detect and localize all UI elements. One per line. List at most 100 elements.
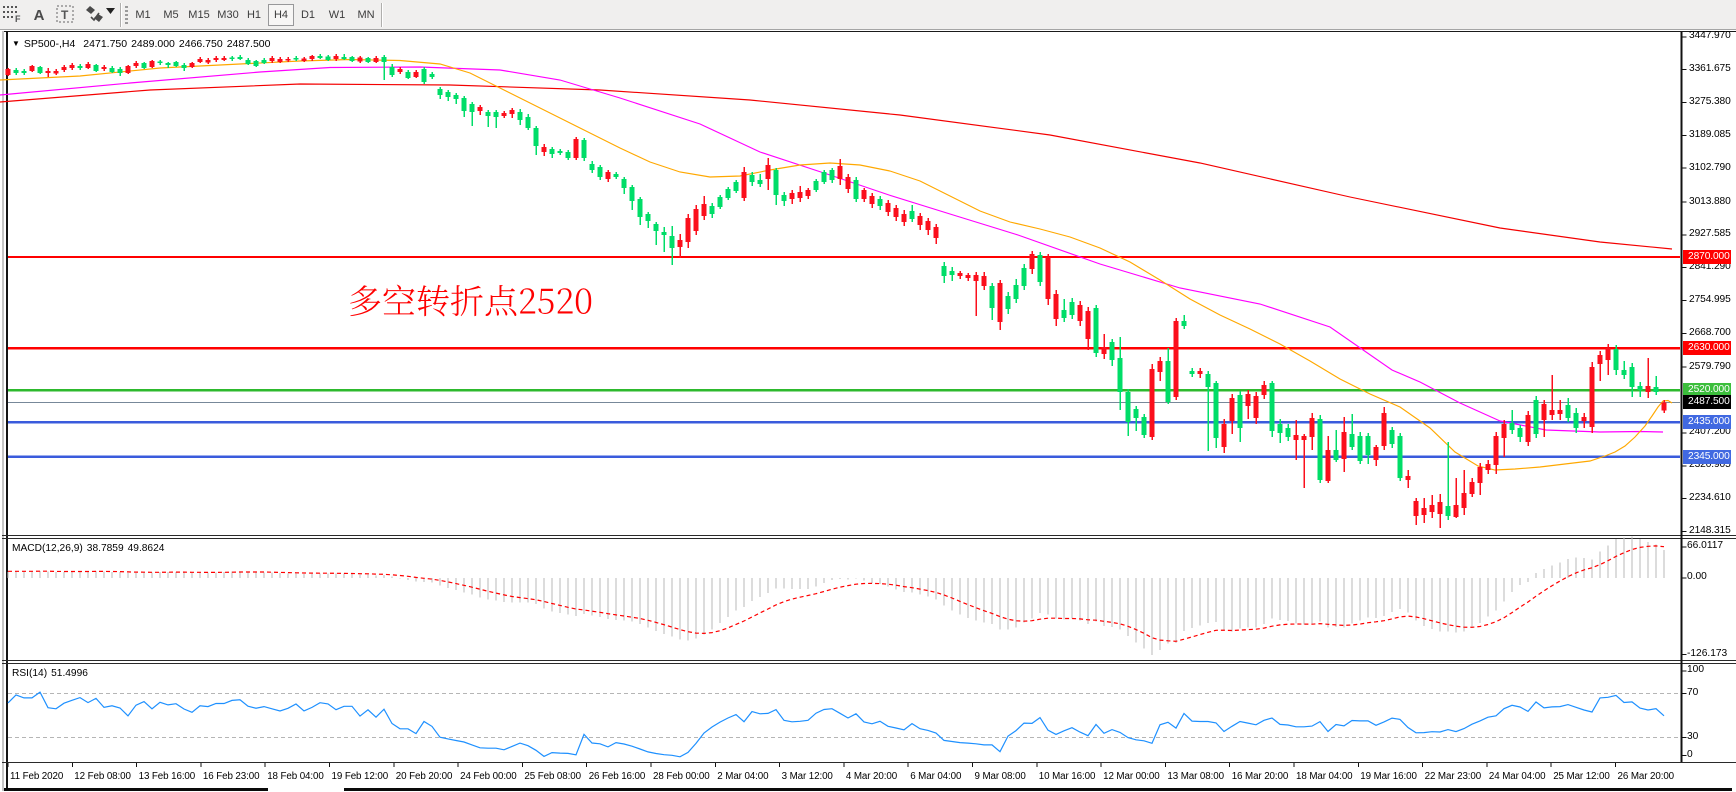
candle-body[interactable]: [525, 117, 531, 128]
candle-body[interactable]: [893, 208, 899, 217]
candle-body[interactable]: [917, 216, 923, 225]
candle-body[interactable]: [837, 166, 843, 179]
candle-body[interactable]: [1149, 369, 1155, 437]
candle-body[interactable]: [141, 63, 147, 68]
candle-body[interactable]: [1549, 410, 1555, 415]
candle-body[interactable]: [1469, 482, 1475, 494]
candle-body[interactable]: [237, 57, 243, 59]
candle-body[interactable]: [1597, 355, 1603, 364]
candle-body[interactable]: [1061, 310, 1067, 318]
time-axis-label[interactable]: 2 Mar 04:00: [717, 771, 769, 782]
candle-body[interactable]: [325, 56, 331, 61]
candle-body[interactable]: [1333, 450, 1339, 460]
candle-body[interactable]: [309, 56, 315, 59]
candle-body[interactable]: [813, 181, 819, 190]
time-axis-label[interactable]: 11 Feb 2020: [10, 771, 64, 782]
symbol-collapse-triangle-icon[interactable]: ▼: [12, 39, 20, 48]
candle-body[interactable]: [1445, 506, 1451, 516]
candle-body[interactable]: [317, 56, 323, 58]
candle-body[interactable]: [1029, 254, 1035, 269]
candle-body[interactable]: [301, 58, 307, 62]
candle-body[interactable]: [661, 232, 667, 235]
candle-body[interactable]: [21, 71, 27, 73]
candle-body[interactable]: [445, 92, 451, 97]
candle-body[interactable]: [1285, 428, 1291, 437]
timeframe-button-H4[interactable]: H4: [268, 4, 294, 26]
candle-body[interactable]: [269, 58, 275, 61]
candle-body[interactable]: [1389, 430, 1395, 444]
candle-body[interactable]: [1541, 404, 1547, 420]
candle-body[interactable]: [85, 64, 91, 68]
candle-body[interactable]: [1637, 386, 1643, 390]
toolbar-gripper[interactable]: [125, 6, 128, 24]
candle-body[interactable]: [93, 65, 99, 71]
time-axis-label[interactable]: 18 Feb 04:00: [267, 771, 324, 782]
candle-body[interactable]: [781, 195, 787, 201]
scrollbar-right-segment[interactable]: [344, 788, 1732, 792]
candle-body[interactable]: [285, 59, 291, 61]
time-axis-label[interactable]: 26 Mar 20:00: [1617, 771, 1675, 782]
candle-body[interactable]: [1461, 493, 1467, 508]
candle-body[interactable]: [741, 172, 747, 198]
candle-body[interactable]: [1341, 432, 1347, 459]
candle-body[interactable]: [1093, 308, 1099, 353]
timeframe-button-M1[interactable]: M1: [135, 9, 151, 21]
candle-body[interactable]: [1373, 447, 1379, 460]
candle-body[interactable]: [413, 72, 419, 77]
candle-body[interactable]: [1557, 410, 1563, 414]
candle-body[interactable]: [1405, 476, 1411, 480]
candle-body[interactable]: [1317, 419, 1323, 480]
candle-body[interactable]: [853, 180, 859, 199]
time-axis-label[interactable]: 6 Mar 04:00: [910, 771, 962, 782]
candle-body[interactable]: [613, 174, 619, 177]
time-axis-label[interactable]: 12 Mar 00:00: [1103, 771, 1160, 782]
timeframe-button-M30[interactable]: M30: [217, 9, 239, 21]
candle-body[interactable]: [45, 71, 51, 73]
candle-body[interactable]: [1509, 423, 1515, 430]
candle-body[interactable]: [989, 286, 995, 308]
time-axis-label[interactable]: 19 Mar 16:00: [1360, 771, 1417, 782]
candle-body[interactable]: [757, 180, 763, 184]
time-axis-label[interactable]: 3 Mar 12:00: [781, 771, 833, 782]
candle-body[interactable]: [437, 89, 443, 95]
candle-body[interactable]: [1629, 367, 1635, 387]
candle-body[interactable]: [117, 69, 123, 73]
candle-body[interactable]: [1237, 395, 1243, 428]
candle-body[interactable]: [1485, 464, 1491, 470]
candle-body[interactable]: [1037, 255, 1043, 282]
time-axis-label[interactable]: 13 Mar 08:00: [1167, 771, 1224, 782]
candle-body[interactable]: [341, 57, 347, 59]
candle-body[interactable]: [549, 149, 555, 154]
candle-body[interactable]: [461, 98, 467, 111]
candle-body[interactable]: [197, 59, 203, 62]
candle-body[interactable]: [253, 61, 259, 66]
candle-body[interactable]: [621, 179, 627, 188]
candle-body[interactable]: [805, 190, 811, 196]
timeframe-button-H1[interactable]: H1: [246, 9, 262, 21]
candle-body[interactable]: [221, 58, 227, 60]
time-axis-label[interactable]: 12 Feb 08:00: [74, 771, 131, 782]
candle-body[interactable]: [709, 206, 715, 214]
candle-body[interactable]: [1605, 348, 1611, 360]
candle-body[interactable]: [1077, 305, 1083, 321]
candle-body[interactable]: [573, 139, 579, 158]
candle-body[interactable]: [885, 203, 891, 212]
candle-body[interactable]: [373, 58, 379, 62]
candle-body[interactable]: [797, 192, 803, 198]
candle-body[interactable]: [1197, 371, 1203, 374]
candle-body[interactable]: [645, 214, 651, 221]
candle-body[interactable]: [1253, 396, 1259, 418]
candle-body[interactable]: [1309, 418, 1315, 437]
text-tool-icon[interactable]: A: [28, 4, 50, 26]
candle-body[interactable]: [1501, 424, 1507, 438]
candle-body[interactable]: [205, 60, 211, 63]
candle-body[interactable]: [1229, 398, 1235, 421]
candle-body[interactable]: [749, 175, 755, 182]
candle-body[interactable]: [1421, 508, 1427, 515]
candle-body[interactable]: [1101, 347, 1107, 354]
candle-body[interactable]: [109, 68, 115, 72]
candle-body[interactable]: [821, 172, 827, 182]
candle-body[interactable]: [941, 266, 947, 276]
candle-body[interactable]: [477, 107, 483, 111]
candle-body[interactable]: [1613, 349, 1619, 370]
